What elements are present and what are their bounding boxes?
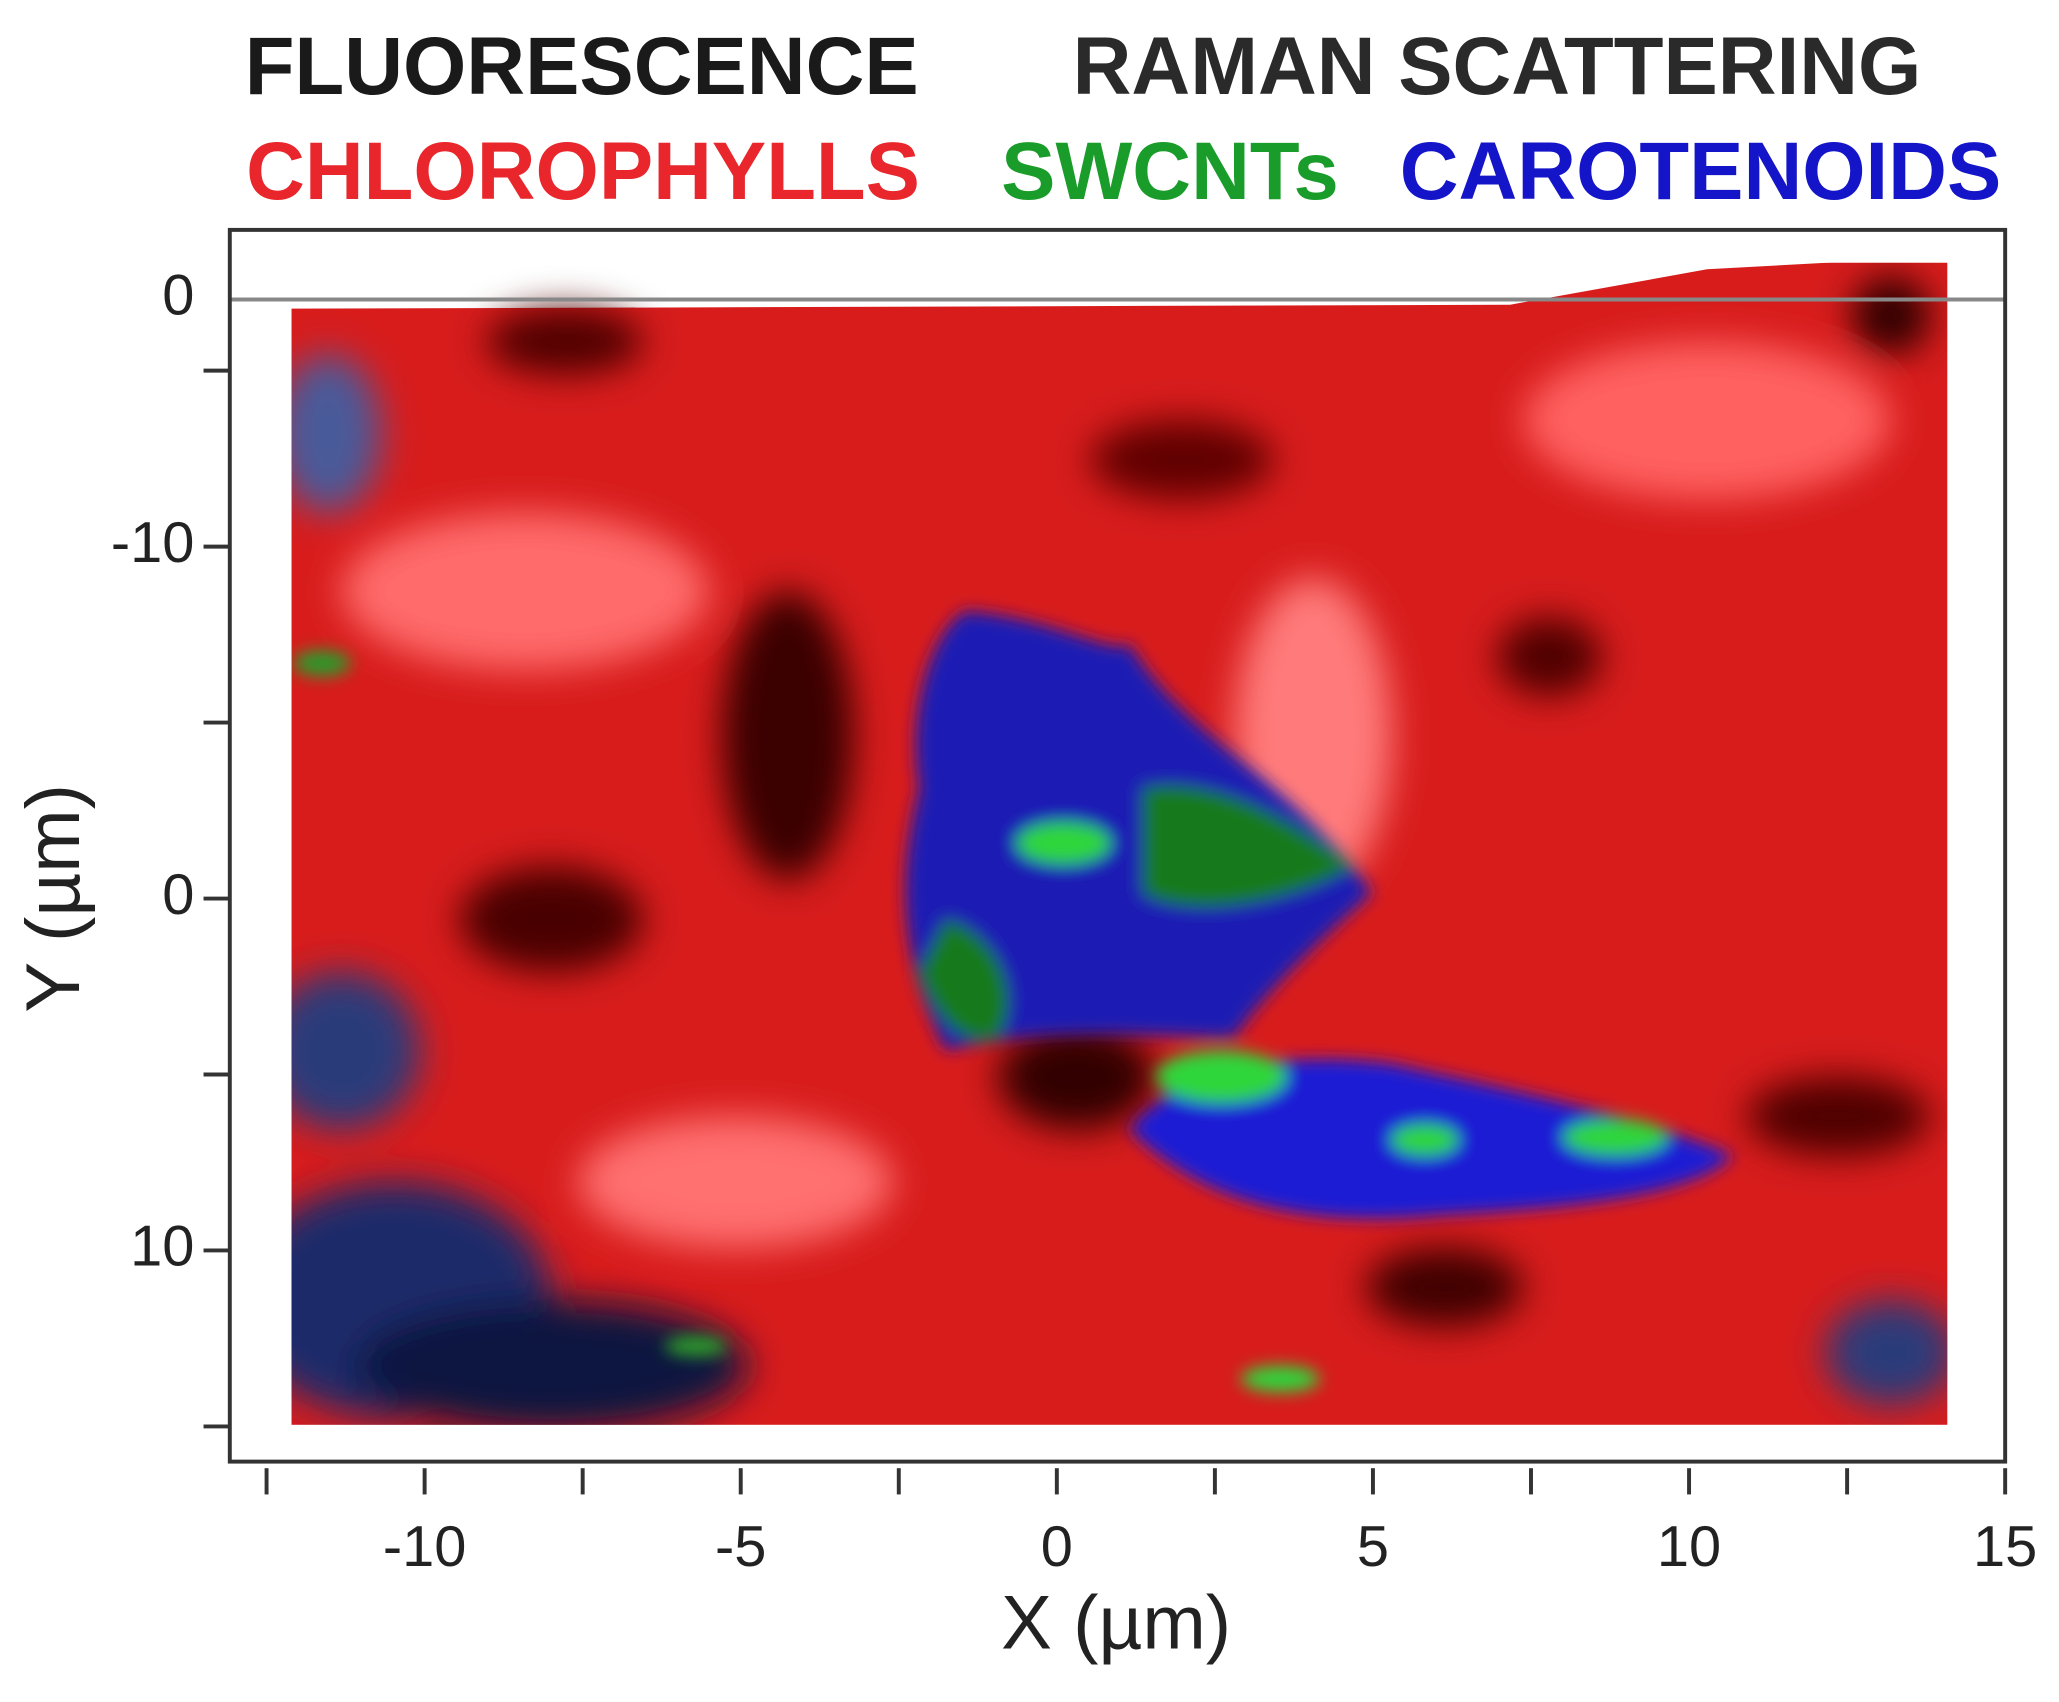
x-tick-label: 0 [1041,1515,1073,1579]
x-tick-label: 10 [1657,1515,1721,1579]
plot-frame [227,227,2008,1464]
title: FLUORESCENCE [245,21,919,112]
map-image [291,262,1948,1425]
y-tick-label: 0 [162,863,194,927]
x-tick-label: -5 [715,1515,766,1579]
y-axis-title: Y (µm) [11,784,96,1013]
x-tick-label: 15 [1973,1515,2037,1579]
x-tick-label: 5 [1357,1515,1389,1579]
y-tick-label: -10 [111,511,195,575]
y-tick-label: 10 [130,1215,194,1279]
subtitle: RAMAN SCATTERING [1073,21,1922,112]
z-zero-label: 0 [162,264,194,328]
legend-entry: CAROTENOIDS [1400,126,2002,217]
legend-entry: SWCNTs [1001,126,1339,217]
legend-entry: CHLOROPHYLLS [246,126,920,217]
x-tick-label: -10 [383,1515,466,1579]
x-axis-title: X (µm) [1001,1581,1231,1666]
